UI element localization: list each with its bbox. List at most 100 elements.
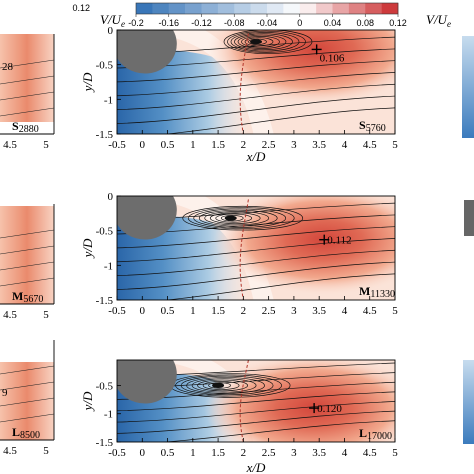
vortex-contour <box>175 374 282 397</box>
x-tick-label: 2.5 <box>262 139 276 151</box>
max-value-label: 0.120 <box>317 403 342 415</box>
x-tick-label: 1 <box>190 447 196 459</box>
vortex-contour <box>223 30 313 55</box>
x-tick-label: 0.5 <box>161 447 175 459</box>
x-tick-label: 1 <box>190 139 196 151</box>
x-tick-label: 3 <box>291 447 297 459</box>
colorbar-label-main: V/U <box>100 12 123 27</box>
x-tick-label: 2 <box>241 305 247 317</box>
vortex-contour <box>248 38 267 45</box>
y-tick-label: -1 <box>104 260 113 272</box>
colorbar-ticks: -0.2 -0.16 -0.12 -0.08 -0.04 0 0.04 0.08 0.12 <box>128 14 407 28</box>
panel-tag: L17000 <box>359 426 392 442</box>
panel-tag-main: S <box>359 118 366 132</box>
colorbar-cell <box>381 3 399 14</box>
y-tick-label: -0.5 <box>96 60 114 72</box>
partial-streamline <box>0 365 55 375</box>
colorbar-cell <box>332 3 350 14</box>
x-tick-label: 2 <box>241 139 247 151</box>
y-tick-label: -0.5 <box>96 380 114 392</box>
partial-x-tick-label: 4.5 <box>3 445 17 457</box>
x-tick-label: 2 <box>241 447 247 459</box>
x-tick-label: 4.5 <box>363 139 377 151</box>
partial-tag-main: M <box>12 289 23 303</box>
x-tick-label: 3.5 <box>312 139 326 151</box>
partial-tag-main: L <box>12 425 20 439</box>
panel-tag-main: L <box>359 426 367 440</box>
colorbar-tick-label: -0.04 <box>257 18 278 28</box>
x-tick-label: 0.5 <box>161 305 175 317</box>
right-colorbar-label: V/Ue <box>426 12 451 29</box>
x-tick-label: 4.5 <box>363 305 377 317</box>
y-tick-label: 0 <box>108 25 114 37</box>
partial-field-m <box>0 206 54 304</box>
zero-velocity-line <box>239 33 249 134</box>
x-tick-label: 1.5 <box>211 139 225 151</box>
y-tick-label: -1.5 <box>96 437 114 449</box>
right-obstacle-fragment <box>464 200 474 236</box>
cylinder-obstacle <box>117 196 177 240</box>
colorbar-cell <box>365 3 382 14</box>
panel-tag-sub: 11330 <box>370 289 395 300</box>
x-tick-label: 1 <box>190 305 196 317</box>
x-tick-label: 3 <box>291 139 297 151</box>
panel-tag-main: M <box>359 284 370 298</box>
colorbar-tick-label: -0.08 <box>224 18 245 28</box>
x-tick-label: 1.5 <box>211 447 225 459</box>
vortex-contour <box>191 378 257 393</box>
vortex-contour <box>241 36 280 48</box>
right-partial-column: V/Ue <box>426 12 474 444</box>
vortex-contour <box>180 375 274 396</box>
x-tick-label: 5 <box>392 447 398 459</box>
partial-x-tick-label: 5 <box>43 139 49 151</box>
y-tick-label: -1.5 <box>96 295 114 307</box>
x-tick-label: -0.5 <box>108 139 126 151</box>
panel-tag: S5760 <box>359 118 386 134</box>
streamline <box>117 410 395 434</box>
panel-field <box>117 30 395 134</box>
panel-frame <box>116 29 396 135</box>
panel-tag-sub: 5760 <box>366 123 386 134</box>
partial-streamline <box>0 245 55 255</box>
x-tick-label: 3.5 <box>312 447 326 459</box>
streamline <box>117 249 395 276</box>
y-axis-label: y/D <box>80 391 95 412</box>
x-tick-label: 0 <box>140 139 146 151</box>
vortex-contour <box>227 30 306 53</box>
colorbar-cell <box>152 3 170 14</box>
panel-tag-sub: 17000 <box>367 431 392 442</box>
partial-streamline <box>0 413 55 423</box>
vortex-contour <box>193 208 287 228</box>
colorbar-cell <box>234 3 251 14</box>
x-tick-label: 3 <box>291 305 297 317</box>
colorbar-tick-label: 0 <box>297 18 302 28</box>
panel-field <box>117 196 395 300</box>
colorbar-tick-label: -0.12 <box>191 18 212 28</box>
colorbar-tick-label: 0.04 <box>324 18 342 28</box>
colorbar-cell <box>201 3 219 14</box>
streamline <box>162 273 395 300</box>
streamline <box>117 238 395 263</box>
streamline <box>117 95 395 124</box>
vortex-contour <box>215 213 253 223</box>
vortex-contour <box>230 32 300 52</box>
partial-tag-sub: 2880 <box>19 124 39 135</box>
vortex-contour <box>209 212 261 224</box>
vortex-contour <box>202 380 240 390</box>
x-tick-label: 5 <box>392 139 398 151</box>
streamline <box>117 401 395 423</box>
positive-velocity-region <box>204 360 395 442</box>
x-tick-label: -0.5 <box>108 447 126 459</box>
right-colorbar-label-sub: e <box>447 19 451 29</box>
colorbar-tick-label: 0.12 <box>389 18 407 28</box>
colorbar-cells <box>136 3 399 14</box>
partial-streamline <box>0 75 55 85</box>
vortex-contour <box>187 207 295 230</box>
colorbar-cell <box>316 3 333 14</box>
streamline <box>117 60 395 83</box>
streamline <box>117 83 395 110</box>
